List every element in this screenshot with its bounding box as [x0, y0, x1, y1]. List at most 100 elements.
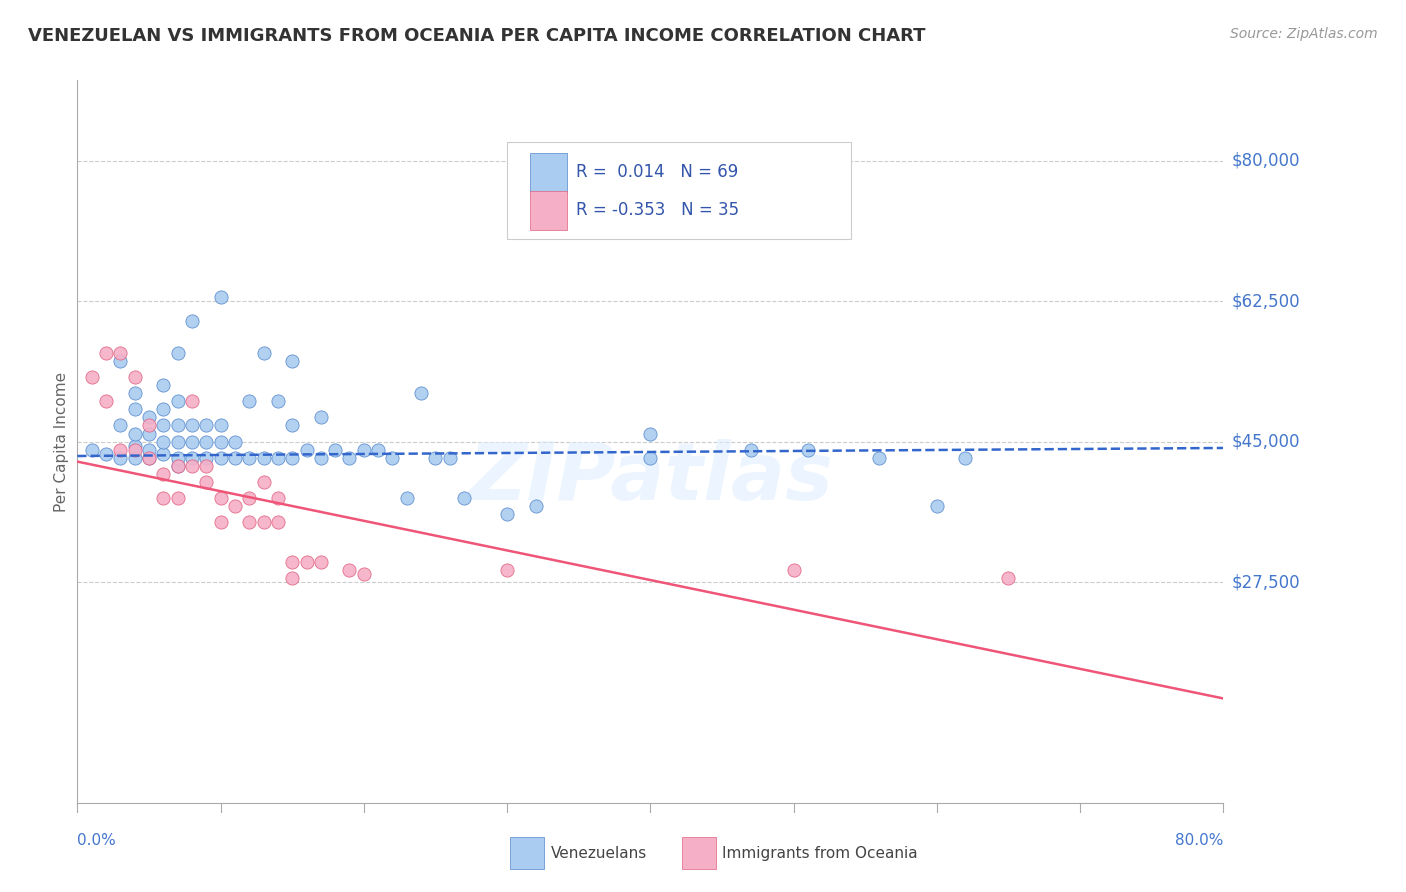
Y-axis label: Per Capita Income: Per Capita Income: [53, 371, 69, 512]
Point: [94, 394, 117, 409]
Point: [110, 418, 132, 433]
Point: [180, 394, 204, 409]
Point: [925, 499, 948, 513]
Point: [124, 370, 146, 384]
Point: [453, 491, 475, 505]
Point: [252, 450, 274, 465]
Point: [224, 499, 246, 513]
Text: ZIPatlas: ZIPatlas: [468, 439, 832, 516]
Point: [281, 555, 304, 569]
Point: [224, 434, 246, 449]
Point: [367, 442, 389, 457]
Point: [267, 450, 290, 465]
Text: $27,500: $27,500: [1232, 573, 1301, 591]
Point: [209, 515, 232, 529]
Point: [209, 450, 232, 465]
Text: $80,000: $80,000: [1232, 152, 1301, 169]
Point: [152, 378, 174, 392]
Text: Immigrants from Oceania: Immigrants from Oceania: [723, 846, 918, 861]
Point: [152, 491, 174, 505]
FancyBboxPatch shape: [510, 838, 544, 870]
Point: [353, 567, 375, 582]
Point: [309, 450, 332, 465]
Point: [281, 418, 304, 433]
Point: [209, 418, 232, 433]
Point: [138, 450, 160, 465]
Point: [238, 450, 260, 465]
Text: Source: ZipAtlas.com: Source: ZipAtlas.com: [1230, 27, 1378, 41]
Point: [353, 442, 375, 457]
Point: [195, 458, 218, 473]
Point: [281, 571, 304, 585]
Point: [252, 346, 274, 360]
Point: [94, 346, 117, 360]
Point: [180, 314, 204, 328]
Point: [309, 555, 332, 569]
Point: [439, 450, 461, 465]
Point: [281, 354, 304, 368]
Point: [323, 442, 346, 457]
Point: [138, 426, 160, 441]
Point: [238, 394, 260, 409]
Point: [110, 450, 132, 465]
Point: [425, 450, 447, 465]
Point: [195, 434, 218, 449]
Text: R = -0.353   N = 35: R = -0.353 N = 35: [576, 202, 740, 219]
Point: [267, 491, 290, 505]
Point: [180, 450, 204, 465]
Text: 80.0%: 80.0%: [1175, 833, 1223, 848]
Point: [740, 442, 762, 457]
Point: [138, 442, 160, 457]
Point: [166, 458, 188, 473]
Point: [339, 450, 361, 465]
Point: [110, 354, 132, 368]
Text: R =  0.014   N = 69: R = 0.014 N = 69: [576, 163, 738, 181]
Point: [124, 402, 146, 417]
Point: [166, 394, 188, 409]
Point: [180, 458, 204, 473]
Point: [640, 450, 662, 465]
Point: [252, 475, 274, 489]
Text: $45,000: $45,000: [1232, 433, 1301, 450]
Point: [166, 418, 188, 433]
Point: [152, 418, 174, 433]
Point: [166, 346, 188, 360]
FancyBboxPatch shape: [508, 142, 851, 239]
Point: [124, 450, 146, 465]
Point: [381, 450, 404, 465]
Point: [869, 450, 891, 465]
Point: [997, 571, 1019, 585]
FancyBboxPatch shape: [530, 191, 567, 230]
Point: [166, 458, 188, 473]
Point: [195, 450, 218, 465]
Point: [295, 442, 318, 457]
FancyBboxPatch shape: [530, 153, 567, 192]
Point: [94, 446, 117, 460]
Point: [110, 442, 132, 457]
Point: [180, 434, 204, 449]
Point: [955, 450, 977, 465]
Point: [124, 386, 146, 401]
Point: [238, 491, 260, 505]
Point: [209, 290, 232, 304]
Point: [524, 499, 547, 513]
Point: [138, 418, 160, 433]
Point: [309, 410, 332, 425]
Point: [80, 370, 103, 384]
Point: [295, 555, 318, 569]
Point: [124, 426, 146, 441]
Text: Venezuelans: Venezuelans: [551, 846, 647, 861]
Point: [339, 563, 361, 577]
Point: [152, 467, 174, 481]
Point: [238, 515, 260, 529]
Point: [138, 450, 160, 465]
Point: [281, 450, 304, 465]
Point: [138, 410, 160, 425]
Point: [640, 426, 662, 441]
Point: [195, 418, 218, 433]
Text: 0.0%: 0.0%: [77, 833, 117, 848]
Point: [209, 491, 232, 505]
Point: [267, 394, 290, 409]
Point: [124, 438, 146, 452]
Point: [395, 491, 418, 505]
